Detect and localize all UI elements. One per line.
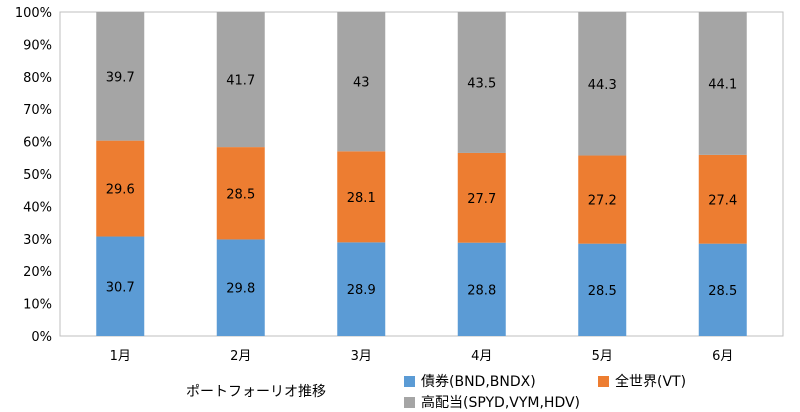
data-label: 41.7 [226,74,255,89]
bar-segment-world [337,151,386,243]
bar-segment-bonds [337,242,386,336]
data-label: 27.2 [588,194,617,209]
bar-segment-bonds [698,243,747,336]
data-label: 28.5 [588,284,617,299]
data-label: 28.8 [467,283,496,298]
data-label: 27.7 [467,192,496,207]
y-tick-label: 60% [23,136,52,151]
data-label: 29.8 [226,282,255,297]
bar-segment-bonds [216,239,265,336]
data-label: 30.7 [106,280,135,295]
bar-segment-world [578,155,627,244]
bar-segment-world [457,152,506,243]
y-tick-label: 100% [15,6,52,21]
legend-item-world: 全世界(VT) [598,371,686,391]
legend-label-bonds: 債券(BND,BNDX) [421,374,536,390]
bar-segment-high-dividend [216,12,265,148]
x-tick-label: 5月 [592,349,613,364]
bar-segment-high-dividend [457,12,506,153]
bar-segment-high-dividend [698,12,747,155]
legend-swatch-world [598,375,609,387]
bar-segment-world [216,147,265,240]
y-tick-label: 70% [23,103,52,118]
chart-caption: ポートフォーリオ推移 [186,384,326,400]
legend-swatch-high-dividend [404,396,415,408]
y-tick-label: 50% [23,168,52,183]
y-tick-label: 40% [23,200,52,215]
bar-segment-bonds [457,242,506,336]
legend-item-bonds: 債券(BND,BNDX) [404,371,536,391]
data-label: 43.5 [467,76,496,91]
legend-label-world: 全世界(VT) [615,374,687,390]
bar-segment-high-dividend [337,12,386,152]
y-tick-label: 90% [23,38,52,53]
plot-area [59,11,784,337]
data-label: 44.1 [708,77,737,92]
data-label: 43 [353,76,370,91]
y-tick-label: 80% [23,71,52,86]
x-tick-label: 6月 [712,349,733,364]
bar-segment-bonds [96,236,145,336]
data-label: 28.5 [226,187,255,202]
y-tick-label: 20% [23,265,52,280]
bar-segment-high-dividend [96,12,145,141]
legend-swatch-bonds [404,375,415,387]
legend-item-high-dividend: 高配当(SPYD,VYM,HDV) [404,392,580,412]
data-label: 28.5 [708,284,737,299]
y-tick-label: 30% [23,233,52,248]
y-tick-label: 0% [31,330,52,345]
data-label: 27.4 [708,193,737,208]
data-label: 29.6 [106,183,135,198]
bar-segment-high-dividend [578,12,627,156]
bar-segment-bonds [578,243,627,336]
x-tick-label: 4月 [471,349,492,364]
bar-segment-world [698,154,747,244]
data-label: 28.1 [347,191,376,206]
legend-label-high-dividend: 高配当(SPYD,VYM,HDV) [421,395,581,411]
x-tick-label: 1月 [110,349,131,364]
data-label: 28.9 [347,283,376,298]
y-tick-label: 10% [23,298,52,313]
x-tick-label: 3月 [351,349,372,364]
data-label: 44.3 [588,78,617,93]
bar-segment-world [96,140,145,237]
data-label: 39.7 [106,70,135,85]
x-tick-label: 2月 [230,349,251,364]
